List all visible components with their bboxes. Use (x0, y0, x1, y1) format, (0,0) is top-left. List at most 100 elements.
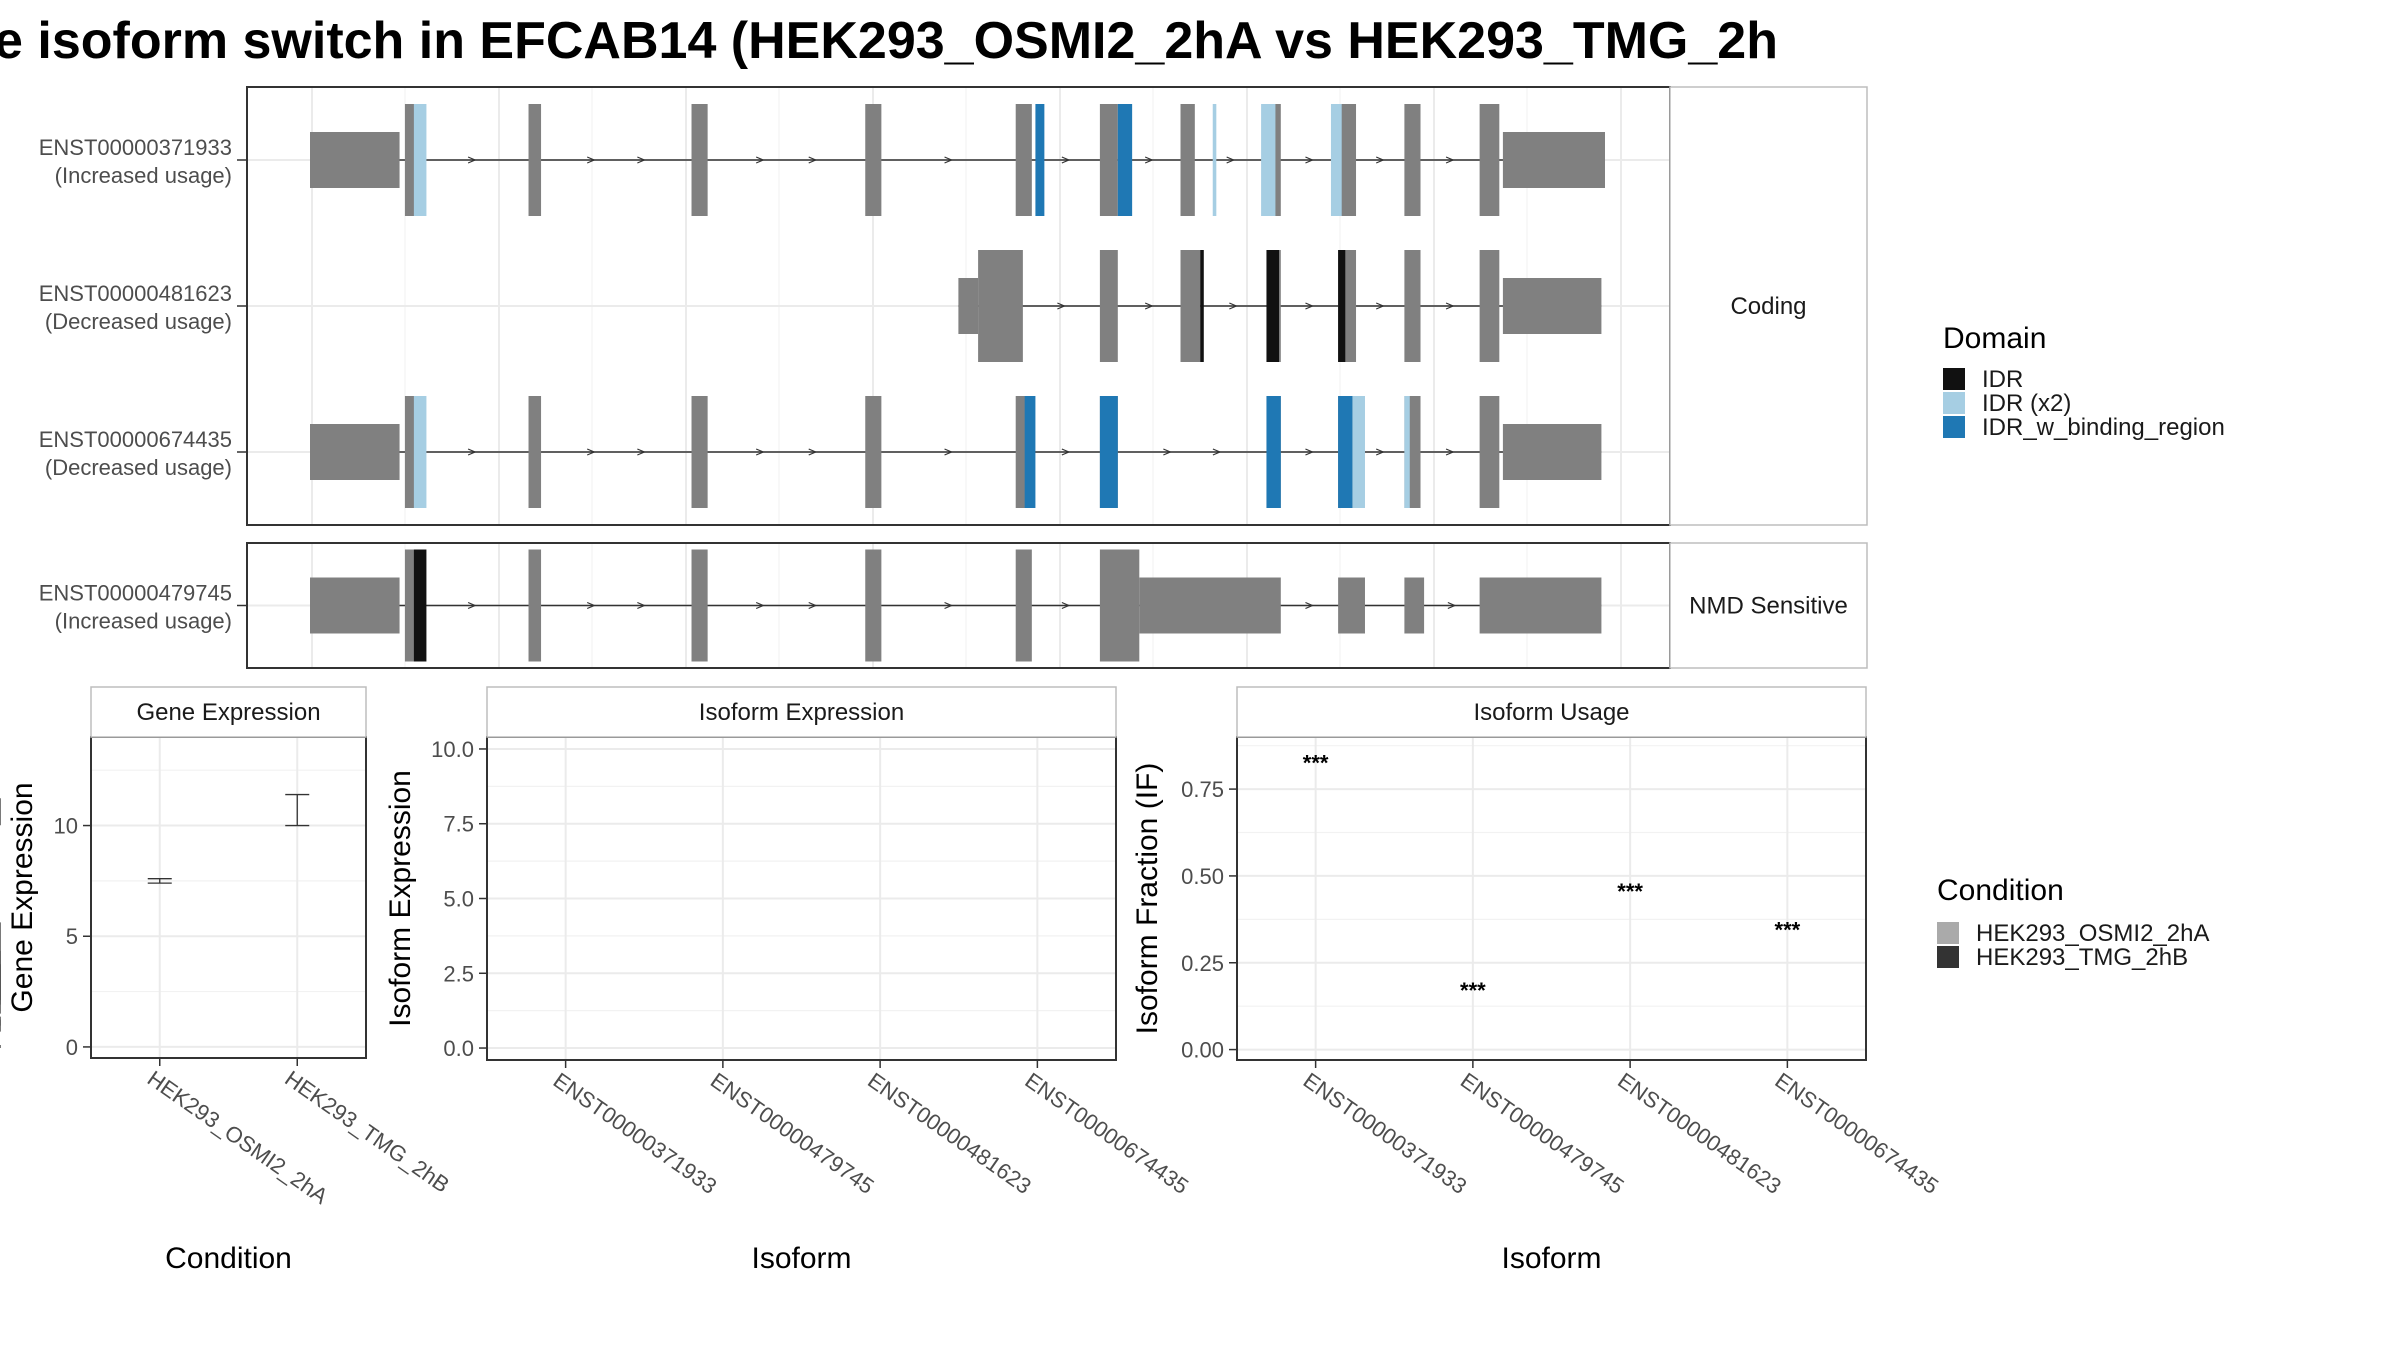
coding-exon (1099, 250, 1118, 362)
y-tick-label: 0.0 (443, 1036, 474, 1061)
utr-exon (1502, 424, 1602, 480)
intron-arrow (808, 601, 818, 610)
transcript-id-label: ENST00000371933 (39, 135, 232, 160)
x-axis-title: Condition (165, 1242, 292, 1275)
intron-arrow (944, 448, 954, 456)
y-axis-title: Isoform Expression (384, 770, 417, 1027)
facet-strip-label: NMD Sensitive (1689, 593, 1848, 620)
domain-legend-key (1943, 392, 1965, 414)
y-tick-label: 2.5 (443, 961, 474, 986)
utr-exon (958, 278, 979, 334)
coding-exon (1404, 104, 1421, 216)
intron-arrow (755, 448, 765, 456)
coding-exon (1015, 549, 1032, 662)
intron-arrow (467, 601, 477, 610)
condition-legend-label: HEK293_OSMI2_2hA (1976, 920, 2209, 947)
intron-arrow (1163, 448, 1172, 456)
bar-panel-title: Gene Expression (136, 699, 320, 726)
domain-block (1266, 396, 1281, 508)
intron-arrow (586, 448, 596, 456)
condition-legend-title: Condition (1937, 874, 2064, 907)
intron-arrow (586, 156, 596, 164)
intron-arrow (1445, 156, 1455, 164)
domain-block (1024, 396, 1036, 508)
coding-exon (978, 250, 1023, 362)
coding-exon (865, 396, 882, 508)
domain-block (413, 104, 427, 216)
structure-facet-0: Coding (246, 86, 1868, 526)
utr-exon (1502, 132, 1605, 188)
domain-block (1099, 396, 1118, 508)
coding-exon (404, 104, 416, 216)
intron-arrow (1229, 302, 1238, 310)
utr-exon (1479, 577, 1602, 634)
y-axis-title: Gene Expression (6, 782, 39, 1012)
domain-block (1404, 396, 1410, 508)
significance-label: *** (1617, 879, 1643, 904)
transcript-usage-label: (Increased usage) (55, 163, 232, 188)
domain-block (1330, 104, 1342, 216)
domain-block (1117, 104, 1133, 216)
domain-block (1212, 104, 1217, 216)
x-axis-title: Isoform (751, 1242, 851, 1275)
condition-legend-key (1937, 946, 1959, 968)
domain-block (1261, 104, 1276, 216)
intron-arrow (1061, 601, 1071, 610)
y-tick-label: 5 (66, 924, 78, 949)
intron-arrow (1305, 448, 1314, 456)
intron-arrow (1226, 156, 1236, 164)
transcript-row (247, 549, 1670, 662)
intron-arrow (1375, 448, 1385, 456)
domain-block (1035, 104, 1045, 216)
intron-arrow (1305, 601, 1314, 610)
facet-strip-label: Coding (1730, 293, 1806, 320)
transcript-row (247, 104, 1670, 216)
transcript-usage-label: (Decreased usage) (45, 309, 232, 334)
coding-exon (1180, 250, 1201, 362)
intron-arrow (944, 156, 954, 164)
significance-label: *** (1303, 751, 1329, 776)
transcript-row (247, 396, 1670, 508)
intron-arrow (755, 156, 765, 164)
domain-block (1266, 250, 1280, 362)
figure-title: e isoform switch in EFCAB14 (HEK293_OSMI… (0, 12, 1778, 70)
intron-arrow (1447, 601, 1457, 610)
coding-exon (1099, 549, 1140, 662)
coding-exon (528, 104, 542, 216)
coding-exon (528, 396, 542, 508)
utr-exon (1139, 577, 1281, 634)
y-tick-label: 0.00 (1181, 1038, 1224, 1063)
intron-arrow (467, 156, 477, 164)
condition-legend-label: HEK293_TMG_2hB (1976, 944, 2188, 971)
coding-exon (1479, 104, 1500, 216)
domain-legend-label: IDR (1982, 366, 2023, 393)
domain-block (1338, 396, 1353, 508)
intron-arrow (1057, 302, 1066, 310)
coding-exon (1180, 104, 1195, 216)
error-bar (285, 793, 310, 827)
coding-exon (691, 396, 708, 508)
bar-panel-background (91, 737, 366, 1058)
bar-panel-strip (90, 686, 367, 738)
intron-arrow (1212, 448, 1222, 456)
coding-exon (691, 549, 708, 662)
coding-exon (691, 104, 708, 216)
utr-exon (1502, 278, 1602, 334)
coding-exon (1099, 104, 1118, 216)
utr-exon (1404, 577, 1425, 634)
y-tick-label: 7.5 (443, 812, 474, 837)
y-tick-label: 5.0 (443, 887, 474, 912)
domain-legend-title: Domain (1943, 322, 2046, 355)
y-tick-label: 0 (66, 1035, 78, 1060)
domain-block (413, 549, 427, 662)
domain-legend-label: IDR_w_binding_region (1982, 414, 2225, 441)
coding-exon (404, 396, 416, 508)
y-tick-label: 10.0 (431, 737, 474, 762)
intron-arrow (1061, 448, 1071, 456)
intron-arrow (944, 601, 954, 610)
coding-exon (865, 104, 882, 216)
intron-arrow (467, 448, 477, 456)
coding-exon (528, 549, 542, 662)
domain-legend-key (1943, 368, 1965, 390)
